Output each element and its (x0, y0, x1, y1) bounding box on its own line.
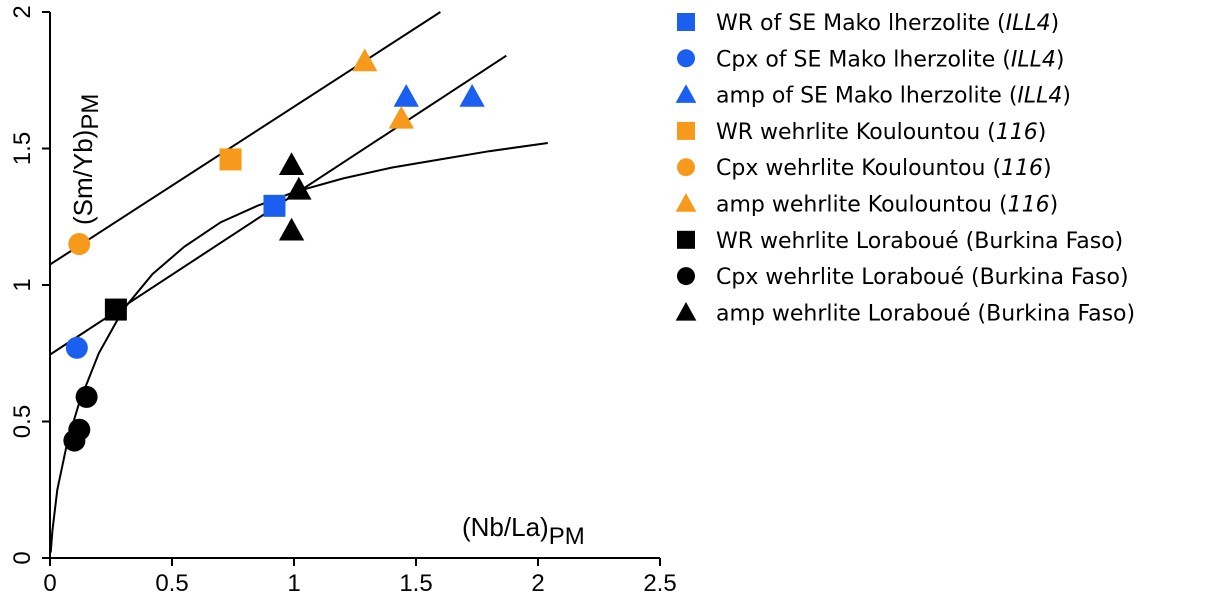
legend-item: Cpx of SE Mako lherzolite (ILL4) (677, 47, 1064, 72)
legend-label: WR wehrlite Koulountou (116) (716, 120, 1046, 145)
legend-label: WR wehrlite Loraboué (Burkina Faso) (716, 229, 1123, 254)
y-tick-label: 1 (9, 278, 36, 291)
x-ticks: 0 0.5 1 1.5 2 2.5 (43, 558, 677, 597)
legend-series-name: Cpx wehrlite Koulountou ( (716, 156, 1001, 181)
legend-series-name: WR wehrlite Koulountou ( (716, 120, 996, 145)
legend-ref-close: ) (1056, 47, 1065, 72)
legend-marker-circle (677, 49, 695, 68)
legend-item: WR of SE Mako lherzolite (ILL4) (677, 11, 1059, 36)
legend-label: Cpx of SE Mako lherzolite (ILL4) (716, 47, 1064, 72)
legend: WR of SE Mako lherzolite (ILL4)Cpx of SE… (675, 11, 1135, 326)
legend-item: amp wehrlite Loraboué (Burkina Faso) (675, 301, 1135, 326)
legend-series-name: Cpx of SE Mako lherzolite ( (716, 47, 1011, 72)
legend-item: Cpx wehrlite Koulountou (116) (677, 156, 1052, 181)
x-axis-title: (Nb/La)PM (462, 512, 585, 550)
legend-item: WR wehrlite Koulountou (116) (677, 120, 1046, 145)
data-point-circle (68, 233, 91, 256)
y-tick-label: 2 (9, 5, 36, 18)
data-point-circle (75, 385, 98, 408)
legend-series-name: amp of SE Mako lherzolite ( (716, 84, 1017, 109)
legend-marker-triangle (675, 193, 697, 212)
legend-label: WR of SE Mako lherzolite (ILL4) (716, 11, 1059, 36)
data-point-square (263, 194, 286, 217)
data-point-triangle (388, 105, 415, 129)
legend-label: amp wehrlite Koulountou (116) (716, 193, 1058, 218)
x-tick-label: 1.5 (399, 570, 432, 597)
legend-series-ref: 116 (1008, 193, 1050, 218)
x-tick-label: 2.5 (643, 570, 676, 597)
y-tick-label: 1.5 (9, 132, 36, 165)
legend-series-name: Cpx wehrlite Loraboué (Burkina Faso) (716, 265, 1129, 290)
legend-series-name: WR wehrlite Loraboué (Burkina Faso) (716, 229, 1123, 254)
data-points (63, 48, 485, 452)
legend-item: amp wehrlite Koulountou (116) (675, 193, 1058, 218)
x-tick-label: 0 (43, 570, 56, 597)
legend-ref-close: ) (1051, 11, 1060, 36)
x-axis-title-sub: PM (549, 523, 585, 550)
legend-item: amp of SE Mako lherzolite (ILL4) (675, 84, 1071, 109)
y-tick-label: 0.5 (9, 405, 36, 438)
legend-series-ref: 116 (996, 120, 1038, 145)
legend-series-ref: ILL4 (1006, 11, 1051, 36)
legend-marker-square (677, 230, 695, 249)
legend-marker-square (677, 121, 695, 140)
y-axis-title-sub: PM (77, 94, 104, 130)
legend-item: Cpx wehrlite Loraboué (Burkina Faso) (677, 265, 1129, 290)
legend-marker-triangle (675, 302, 697, 321)
legend-series-name: amp wehrlite Koulountou ( (716, 193, 1008, 218)
legend-ref-close: ) (1050, 193, 1059, 218)
legend-series-ref: ILL4 (1017, 84, 1062, 109)
legend-marker-triangle (675, 84, 697, 103)
legend-series-name: amp wehrlite Loraboué (Burkina Faso) (716, 301, 1135, 326)
data-point-square (219, 148, 242, 171)
data-point-square (104, 298, 127, 321)
legend-series-ref: 116 (1001, 156, 1043, 181)
legend-marker-circle (677, 267, 695, 286)
x-axis-title-main: (Nb/La) (462, 512, 549, 542)
x-tick-label: 2 (531, 570, 544, 597)
legend-label: Cpx wehrlite Loraboué (Burkina Faso) (716, 265, 1129, 290)
data-point-triangle (393, 83, 419, 107)
legend-series-ref: ILL4 (1011, 47, 1056, 72)
legend-label: Cpx wehrlite Koulountou (116) (716, 156, 1052, 181)
legend-ref-close: ) (1062, 84, 1071, 109)
legend-ref-close: ) (1038, 120, 1047, 145)
legend-series-name: WR of SE Mako lherzolite ( (716, 11, 1006, 36)
data-point-triangle (286, 176, 312, 200)
x-tick-label: 0.5 (155, 570, 188, 597)
data-point-circle (63, 429, 86, 452)
trend-line (49, 11, 441, 266)
data-point-triangle (352, 48, 378, 72)
legend-item: WR wehrlite Loraboué (Burkina Faso) (677, 229, 1123, 254)
axes: 0 0.5 1 1.5 2 2.5 0 0.5 1 1.5 2 (9, 5, 677, 597)
data-point-triangle (278, 217, 305, 241)
x-tick-label: 1 (287, 570, 300, 597)
data-point-triangle (278, 152, 305, 175)
y-ticks: 0 0.5 1 1.5 2 (9, 5, 50, 565)
legend-label: amp wehrlite Loraboué (Burkina Faso) (716, 301, 1135, 326)
trend-curve (49, 142, 548, 553)
data-point-circle (65, 336, 88, 359)
legend-label: amp of SE Mako lherzolite (ILL4) (716, 84, 1071, 109)
data-point-triangle (459, 83, 485, 107)
legend-ref-close: ) (1043, 156, 1052, 181)
y-axis-title: (Sm/Yb)PM (68, 94, 104, 225)
legend-marker-square (677, 13, 695, 31)
y-axis-title-main: (Sm/Yb) (68, 130, 98, 225)
y-tick-label: 0 (9, 551, 36, 564)
legend-marker-circle (677, 158, 695, 177)
